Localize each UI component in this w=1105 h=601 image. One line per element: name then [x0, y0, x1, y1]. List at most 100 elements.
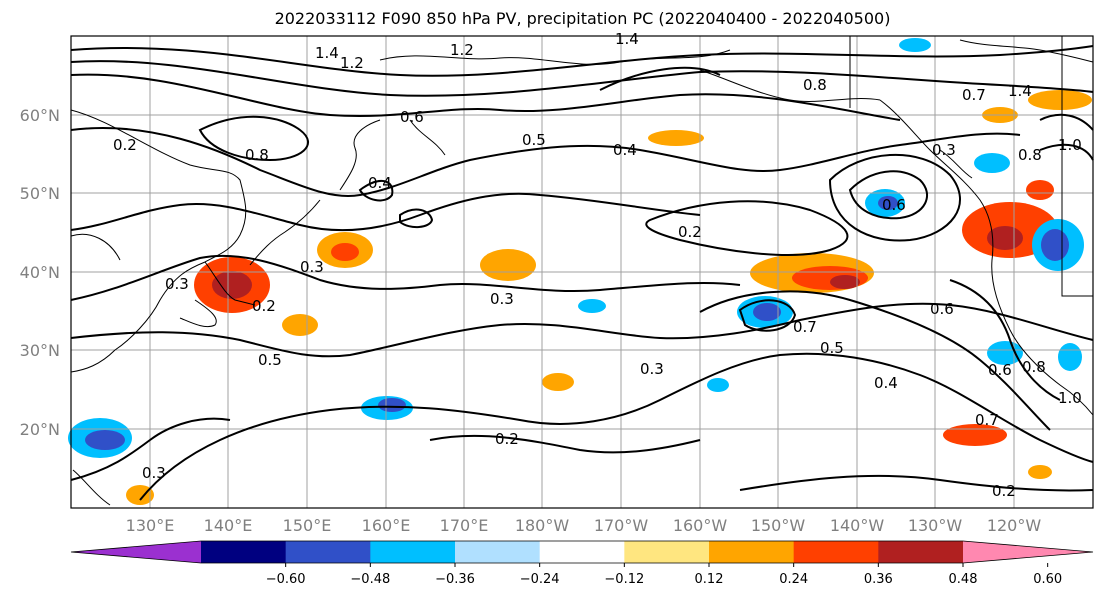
lon-labels: 130°E 140°E 150°E 160°E 170°E 180°W 170°… — [126, 516, 1042, 535]
graticule — [71, 36, 1093, 508]
precip-blob — [480, 249, 536, 281]
precip-blob — [578, 299, 606, 313]
contour-label: 0.3 — [142, 464, 166, 482]
precip-blob — [85, 430, 125, 450]
colorbar-outline — [70, 540, 1094, 564]
contour-label: 0.2 — [678, 223, 702, 241]
contour-label: 1.4 — [615, 30, 639, 48]
lon-label: 120°W — [987, 516, 1042, 535]
contour-labels: 1.4 1.2 1.2 1.4 0.2 0.8 0.6 0.5 0.4 0.8 … — [113, 30, 1082, 500]
colorbar-segment — [709, 541, 795, 563]
colorbar-tick-label: −0.24 — [520, 572, 560, 587]
lat-label: 30°N — [20, 341, 60, 360]
lon-label: 150°E — [283, 516, 332, 535]
colorbar-segment — [539, 541, 625, 563]
colorbar-tick-label: 0.48 — [949, 572, 978, 587]
lat-label: 50°N — [20, 184, 60, 203]
colorbar-segment — [624, 541, 710, 563]
colorbar: −0.60 −0.48 −0.36 −0.24 −0.12 0.12 0.24 0.36 0.4… — [70, 540, 1094, 587]
colorbar-extend-high — [963, 541, 1093, 563]
map-title: 2022033112 F090 850 hPa PV, precipitatio… — [274, 9, 891, 28]
lon-label: 150°W — [751, 516, 806, 535]
precip-blob — [830, 275, 860, 289]
precip-blob — [1026, 180, 1054, 200]
lon-label: 140°E — [204, 516, 253, 535]
colorbar-tick-label: −0.12 — [604, 572, 644, 587]
contour-label: 0.6 — [882, 196, 906, 214]
colorbar-segment — [455, 541, 541, 563]
lat-label: 60°N — [20, 106, 60, 125]
precip-blob — [126, 485, 154, 505]
lon-label: 170°E — [440, 516, 489, 535]
lat-label: 40°N — [20, 263, 60, 282]
colorbar-tick-label: 0.12 — [695, 572, 724, 587]
lon-label: 140°W — [830, 516, 885, 535]
map-area: 1.4 1.2 1.2 1.4 0.2 0.8 0.6 0.5 0.4 0.8 … — [68, 30, 1094, 509]
contour-label: 0.3 — [490, 290, 514, 308]
map-frame — [70, 35, 1094, 509]
precip-blob — [331, 243, 359, 261]
lon-label: 180°W — [515, 516, 570, 535]
contour-label: 0.8 — [1022, 358, 1046, 376]
contour-label: 1.4 — [315, 44, 339, 62]
contour-label: 0.6 — [988, 361, 1012, 379]
precip-blob — [1041, 229, 1069, 261]
contour-label: 0.8 — [1018, 146, 1042, 164]
contour-label: 0.8 — [803, 76, 827, 94]
precip-blob — [1028, 465, 1052, 479]
precip-blob — [878, 196, 898, 210]
precip-blob — [974, 153, 1010, 173]
contour-label: 0.4 — [613, 141, 637, 159]
contour-label: 0.6 — [400, 108, 424, 126]
contour-label: 0.7 — [975, 411, 999, 429]
precip-blob — [282, 314, 318, 336]
colorbar-segment — [878, 541, 964, 563]
colorbar-segment — [793, 541, 879, 563]
contour-label: 0.6 — [930, 300, 954, 318]
contour-label: 0.2 — [992, 482, 1016, 500]
precip-blob — [1028, 90, 1092, 110]
lon-label: 160°E — [362, 516, 411, 535]
precip-blob — [212, 271, 252, 299]
pv-contours — [70, 45, 1094, 501]
colorbar-tick-label: −0.36 — [435, 572, 475, 587]
lon-label: 160°W — [673, 516, 728, 535]
lon-label: 170°W — [594, 516, 649, 535]
contour-label: 0.8 — [245, 146, 269, 164]
precip-blob — [753, 303, 781, 321]
contour-label: 1.2 — [340, 54, 364, 72]
precip-blob — [542, 373, 574, 391]
contour-label: 1.0 — [1058, 136, 1082, 154]
contour-label: 0.5 — [820, 339, 844, 357]
precip-blob — [1058, 343, 1082, 371]
contour-label: 0.4 — [874, 374, 898, 392]
colorbar-tick-label: 0.24 — [779, 572, 808, 587]
lon-label: 130°W — [908, 516, 963, 535]
contour-label: 0.2 — [113, 136, 137, 154]
lat-labels: 60°N 50°N 40°N 30°N 20°N — [20, 106, 60, 439]
lon-label: 130°E — [126, 516, 175, 535]
colorbar-tick-label: 0.60 — [1033, 572, 1062, 587]
contour-label: 0.2 — [252, 297, 276, 315]
precip-blob — [707, 378, 729, 392]
contour-label: 1.2 — [450, 41, 474, 59]
precip-blob — [899, 38, 931, 52]
colorbar-tick-label: 0.36 — [864, 572, 893, 587]
contour-label: 0.5 — [258, 351, 282, 369]
contour-label: 0.5 — [522, 131, 546, 149]
precip-blob — [648, 130, 704, 146]
colorbar-tick-label: −0.48 — [350, 572, 390, 587]
colorbar-segment — [285, 541, 371, 563]
colorbar-tick-label: −0.60 — [266, 572, 306, 587]
precip-blob — [378, 398, 406, 412]
contour-label: 0.3 — [300, 258, 324, 276]
contour-label: 0.3 — [640, 360, 664, 378]
lat-label: 20°N — [20, 420, 60, 439]
contour-label: 1.0 — [1058, 389, 1082, 407]
contour-label: 0.7 — [962, 86, 986, 104]
contour-label: 0.7 — [793, 318, 817, 336]
contour-label: 0.3 — [932, 141, 956, 159]
contour-label: 0.3 — [165, 275, 189, 293]
colorbar-segment — [370, 541, 456, 563]
